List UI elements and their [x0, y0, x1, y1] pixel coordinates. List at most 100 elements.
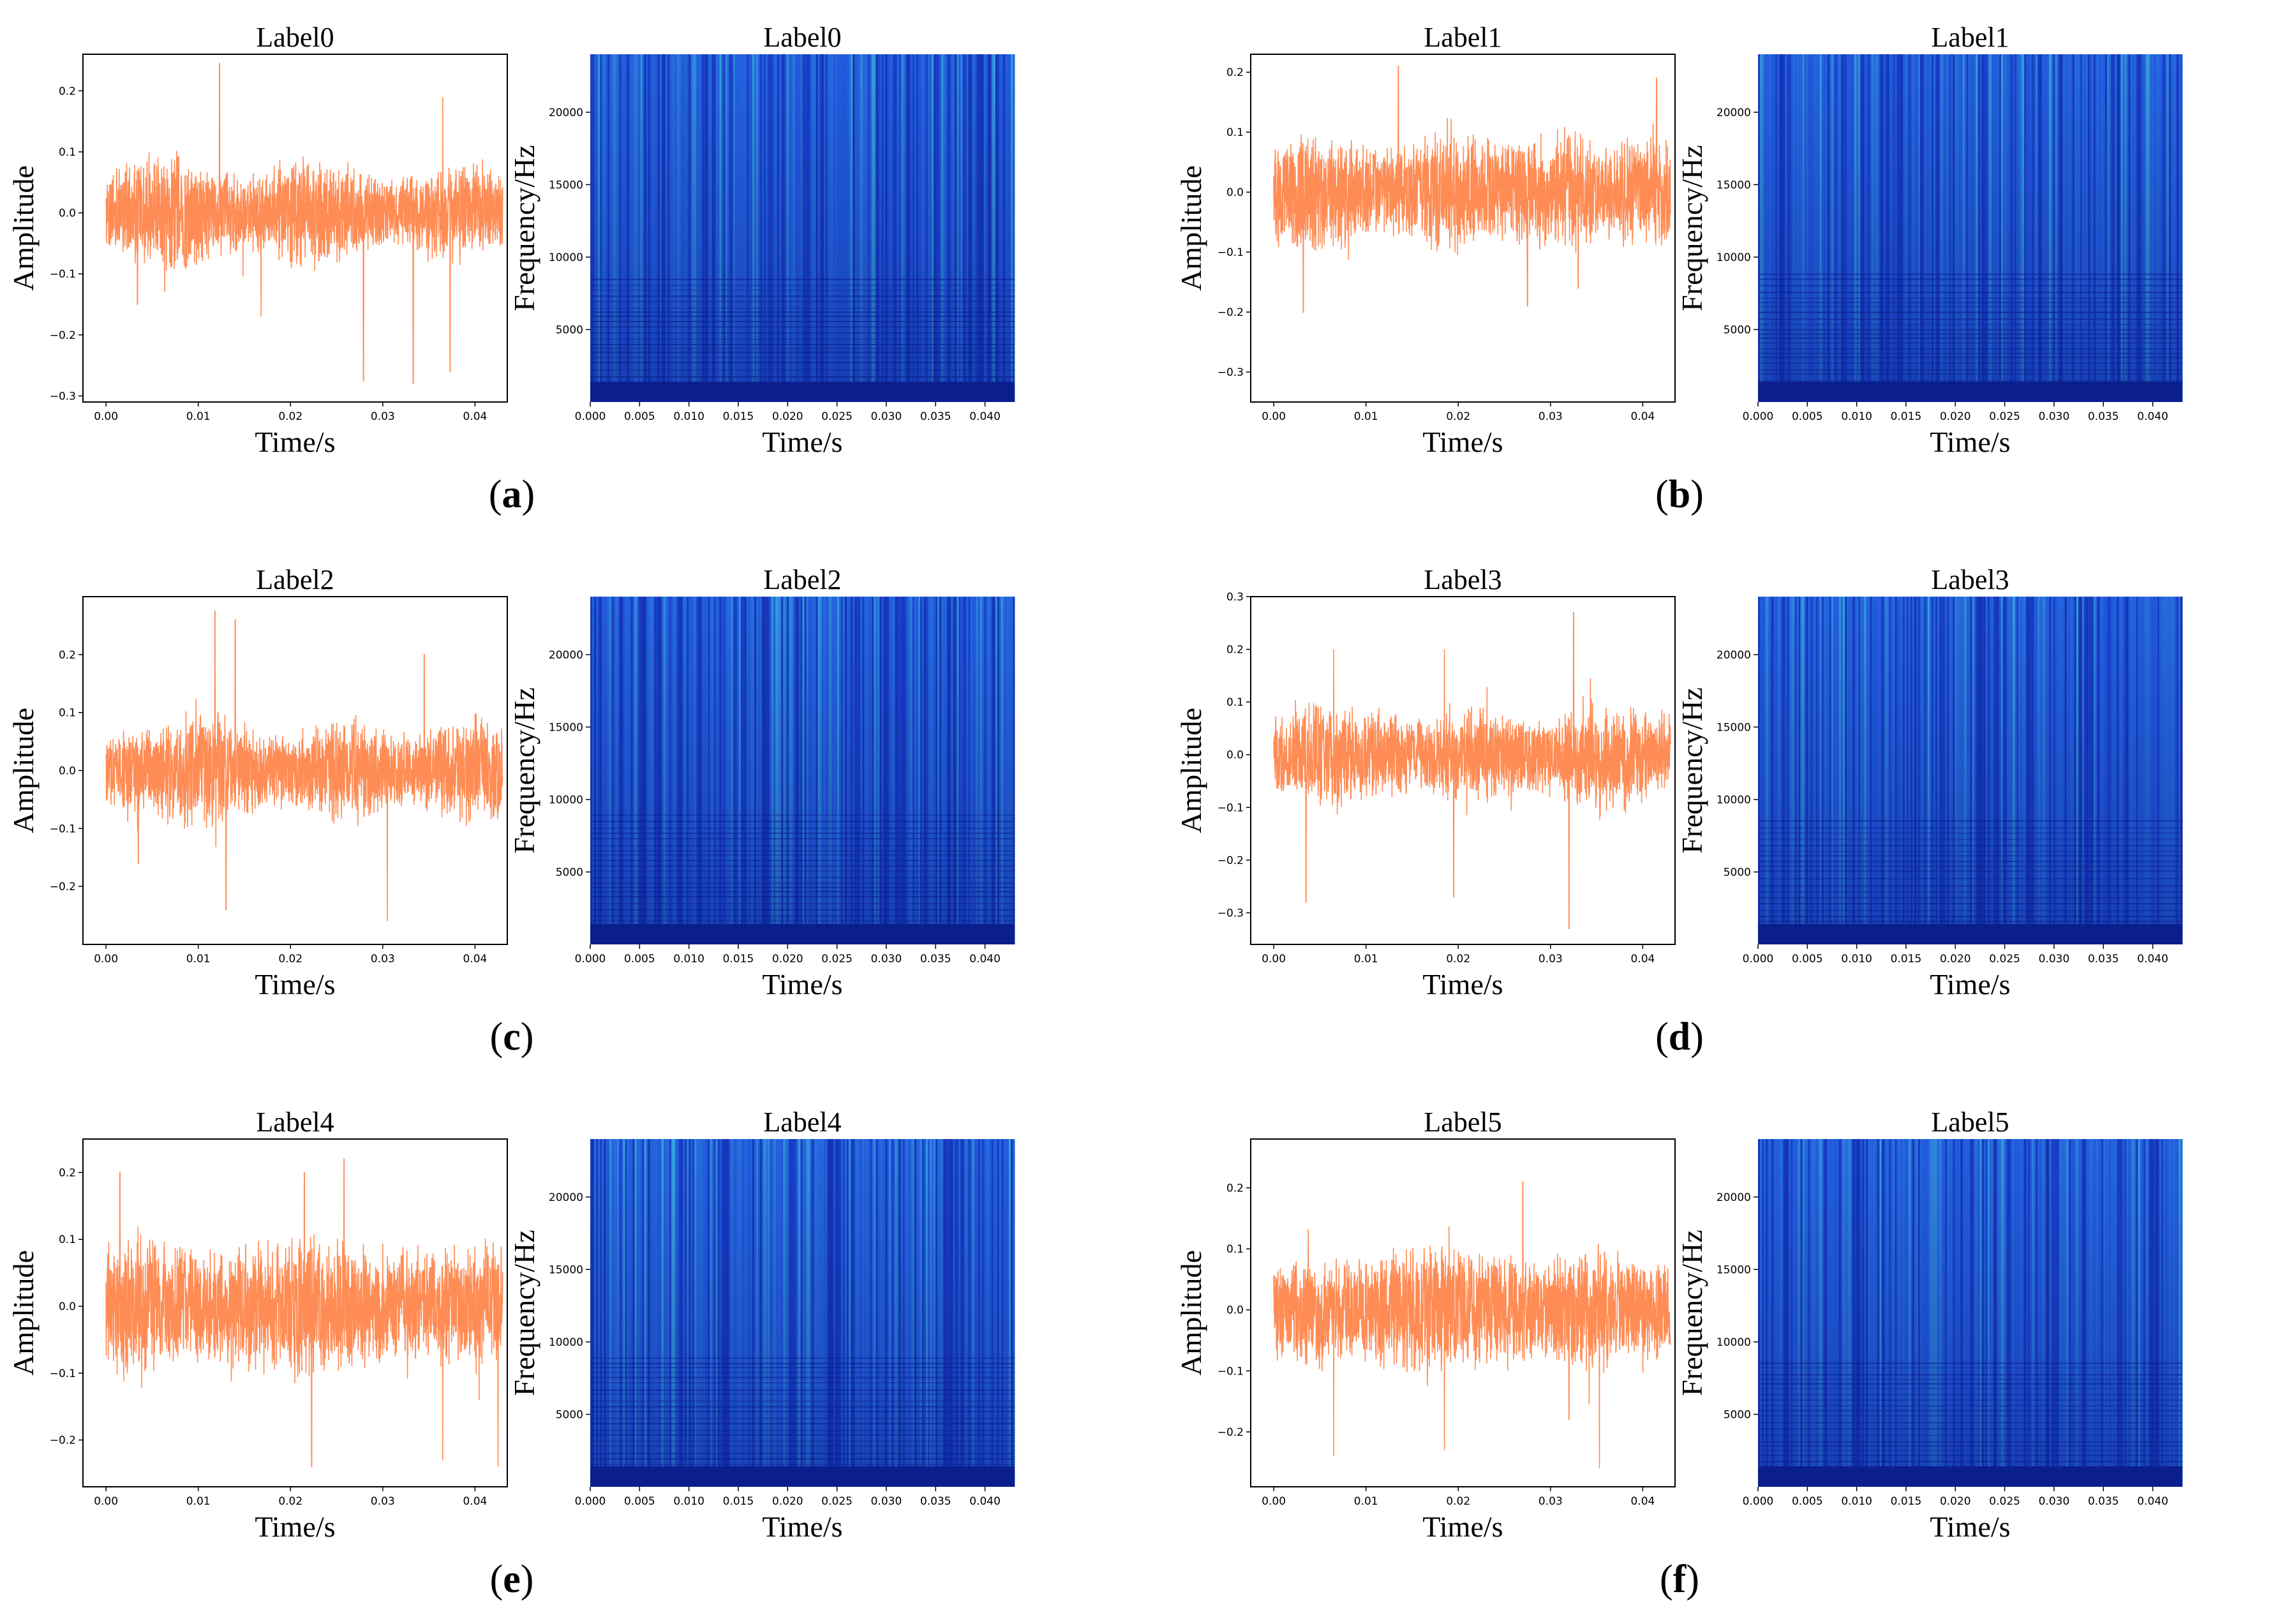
waveform-title: Label3 [1424, 564, 1501, 595]
spectrogram-band [1758, 1461, 2182, 1463]
x-tick-label: 0.035 [2088, 1495, 2119, 1508]
x-tick-label: 0.00 [94, 1495, 118, 1508]
waveform-title: Label2 [256, 564, 334, 595]
spectrogram-title: Label4 [763, 1106, 841, 1138]
y-tick-label: 0.0 [59, 1300, 76, 1313]
x-tick-label: 0.02 [278, 410, 302, 423]
spectrogram-band [590, 1362, 1015, 1364]
x-tick-label: 0.010 [673, 1495, 704, 1508]
x-tick-label: 0.010 [1841, 1495, 1872, 1508]
x-tick-label: 0.00 [94, 953, 118, 965]
spectrogram-band [590, 920, 1015, 921]
x-tick-label: 0.000 [1743, 410, 1774, 423]
x-tick-label: 0.01 [186, 1495, 211, 1508]
x-tick-label: 0.005 [1792, 1495, 1823, 1508]
spectrogram-band [590, 915, 1015, 917]
spectrogram-plot: 0.000 0.005 0.010 0.015 0.020 0.025 0.030 0.035… [508, 1106, 1015, 1543]
y-tick-label: −0.1 [50, 823, 76, 835]
spectrogram-plot: 0.000 0.005 0.010 0.015 0.020 0.025 0.030 0.035… [508, 564, 1015, 1001]
x-tick-label: 0.04 [463, 1495, 487, 1508]
spectrogram-band [590, 854, 1015, 856]
x-axis-label: Time/s [255, 968, 335, 1001]
x-tick-label: 0.025 [1989, 953, 2020, 965]
spectrogram-band [590, 1445, 1015, 1447]
caption-close: ) [521, 1558, 534, 1601]
x-tick-label: 0.04 [1630, 953, 1655, 965]
spectrogram-band [590, 838, 1015, 840]
spectrogram-band [1758, 357, 2182, 359]
x-tick-label: 0.01 [186, 953, 211, 965]
x-tick-label: 0.015 [1891, 1495, 1922, 1508]
caption-close: ) [1686, 1558, 1699, 1601]
spectrogram-band [590, 903, 1015, 905]
waveform-title: Label5 [1424, 1106, 1501, 1138]
caption-close: ) [1690, 473, 1704, 516]
spectrogram-band [1758, 1374, 2182, 1376]
x-tick-label: 0.035 [2088, 953, 2119, 965]
x-tick-label: 0.03 [1538, 1495, 1563, 1508]
spectrogram-band [590, 285, 1015, 287]
spectrogram-band [1758, 373, 2182, 375]
x-axis-label: Time/s [1422, 426, 1503, 458]
x-tick-label: 0.000 [575, 410, 606, 423]
y-tick-label: 20000 [1717, 1191, 1751, 1204]
y-axis-label: Frequency/Hz [508, 1230, 540, 1396]
waveform-line [105, 610, 503, 921]
spectrogram-band [590, 1376, 1015, 1378]
x-tick-label: 0.040 [2137, 953, 2168, 965]
y-axis-label: Frequency/Hz [508, 687, 540, 854]
y-tick-label: 0.1 [1226, 126, 1244, 139]
spectrogram-band [1758, 832, 2182, 834]
y-tick-label: 0.2 [59, 649, 76, 662]
y-tick-label: 10000 [549, 794, 583, 807]
x-tick-label: 0.005 [1792, 410, 1823, 423]
spectrogram-shade [590, 54, 1015, 402]
spectrogram-band [590, 1406, 1015, 1408]
y-tick-label: 15000 [549, 179, 583, 191]
x-tick-label: 0.005 [1792, 953, 1823, 965]
y-tick-label: 20000 [1717, 649, 1751, 662]
x-axis-label: Time/s [762, 1510, 842, 1543]
x-tick-label: 0.040 [2137, 1495, 2168, 1508]
panel-caption: (c) [490, 1015, 534, 1059]
spectrogram-band [590, 1464, 1015, 1466]
x-tick-label: 0.030 [871, 1495, 902, 1508]
spectrogram-band [1758, 362, 2182, 364]
x-tick-label: 0.01 [186, 410, 211, 423]
spectrogram-plot: 0.000 0.005 0.010 0.015 0.020 0.025 0.030 0.035… [1676, 22, 2183, 458]
y-tick-label: 0.1 [1226, 696, 1244, 709]
caption-letter: f [1673, 1558, 1687, 1601]
spectrogram-title: Label1 [1931, 22, 2009, 53]
y-tick-label: 10000 [1717, 251, 1751, 264]
y-axis-label: Amplitude [7, 708, 40, 833]
spectrogram-band [1758, 318, 2182, 320]
spectrogram-band [590, 1423, 1015, 1425]
y-tick-label: 0.0 [1226, 1304, 1244, 1317]
spectrogram-band [590, 883, 1015, 884]
spectrogram-band [1758, 1378, 2182, 1380]
y-axis-label: Frequency/Hz [508, 145, 540, 311]
x-axis-label: Time/s [762, 426, 842, 458]
spectrogram-band [590, 896, 1015, 898]
x-tick-label: 0.00 [1262, 1495, 1286, 1508]
caption-open: ( [1655, 1015, 1669, 1059]
y-axis-label: Frequency/Hz [1676, 145, 1708, 311]
x-tick-label: 0.015 [723, 410, 754, 423]
spectrogram-band [1758, 292, 2182, 294]
spectrogram-band [590, 814, 1015, 816]
spectrogram-band [1758, 285, 2182, 287]
y-axis-label: Amplitude [7, 165, 40, 291]
x-tick-label: 0.005 [624, 953, 655, 965]
x-tick-label: 0.015 [723, 953, 754, 965]
waveform-title: Label1 [1424, 22, 1501, 53]
x-tick-label: 0.025 [821, 953, 853, 965]
y-tick-label: 5000 [556, 1408, 583, 1421]
spectrogram-band [590, 315, 1015, 317]
y-tick-label: −0.3 [1218, 907, 1244, 920]
plot-frame [82, 54, 508, 403]
spectrogram-band [590, 845, 1015, 847]
y-tick-label: −0.3 [1218, 366, 1244, 379]
spectrogram-band [1758, 838, 2182, 840]
spectrogram-band [590, 1382, 1015, 1383]
panel-caption: (d) [1655, 1015, 1704, 1059]
